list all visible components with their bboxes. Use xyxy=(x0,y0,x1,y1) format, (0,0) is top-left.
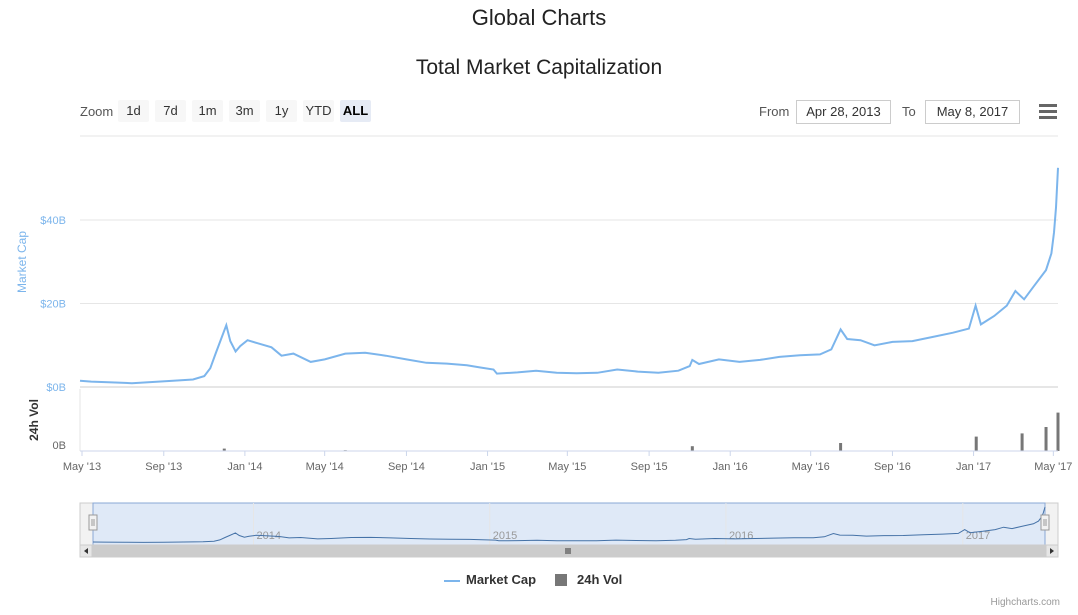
zoom-1y-button[interactable]: 1y xyxy=(266,100,297,122)
legend-item-volume[interactable]: 24h Vol xyxy=(577,572,623,587)
zoom-1d-button[interactable]: 1d xyxy=(118,100,149,122)
navigator-series-line xyxy=(92,506,1046,543)
zoom-all-button[interactable]: ALL xyxy=(340,100,371,122)
scroll-right-arrow-icon xyxy=(1050,548,1054,554)
x-tick-label: Jan '14 xyxy=(227,461,262,473)
series-line-market-cap xyxy=(79,167,1059,385)
volume-bar xyxy=(1020,433,1024,451)
volume-bar xyxy=(839,443,843,451)
zoom-label: Zoom xyxy=(80,104,114,119)
zoom-7d-button[interactable]: 7d xyxy=(155,100,186,122)
volume-bar xyxy=(1056,412,1060,451)
x-tick-label: Sep '16 xyxy=(874,461,911,473)
zoom-ytd-button[interactable]: YTD xyxy=(303,100,334,122)
zoom-1m-button[interactable]: 1m xyxy=(192,100,223,122)
scrollbar-thumb[interactable] xyxy=(92,544,1046,558)
from-label: From xyxy=(759,104,790,119)
x-tick-label: Jan '16 xyxy=(713,461,748,473)
navigator-year-label: 2017 xyxy=(966,530,990,542)
volume-bar xyxy=(1044,427,1048,451)
page-title: Global Charts xyxy=(471,5,607,30)
scrollbar-grip-icon xyxy=(565,548,571,554)
y-axis-title-market-cap: Market Cap xyxy=(15,231,29,293)
chart-title: Total Market Capitalization xyxy=(415,56,663,79)
navigator-selection[interactable] xyxy=(92,502,1046,546)
x-tick-label: Jan '17 xyxy=(956,461,991,473)
x-tick-label: Sep '15 xyxy=(631,461,668,473)
y-tick-label-volume: 0B xyxy=(53,440,66,452)
x-tick-label: May '13 xyxy=(63,461,101,473)
y-tick-label: $20B xyxy=(40,299,66,311)
x-tick-label: Sep '13 xyxy=(145,461,182,473)
volume-bar xyxy=(222,448,226,451)
to-label: To xyxy=(902,104,916,119)
to-date-input[interactable]: May 8, 2017 xyxy=(925,100,1020,124)
x-tick-label: May '17 xyxy=(1034,461,1072,473)
legend-item-market-cap[interactable]: Market Cap xyxy=(466,572,537,587)
y-tick-label: $40B xyxy=(40,215,66,227)
zoom-3m-button[interactable]: 3m xyxy=(229,100,260,122)
navigator-year-label: 2015 xyxy=(493,530,517,542)
credits-link[interactable]: Highcharts.com xyxy=(990,597,1060,608)
navigator-year-label: 2016 xyxy=(729,530,753,542)
navigator-handle-left[interactable] xyxy=(88,514,98,531)
y-axis-title-volume: 24h Vol xyxy=(27,399,41,441)
volume-bar xyxy=(974,436,978,451)
x-tick-label: May '16 xyxy=(792,461,830,473)
scroll-left-arrow-icon xyxy=(84,548,88,554)
volume-bar xyxy=(690,446,694,451)
y-tick-label: $0B xyxy=(46,382,66,394)
legend-symbol-volume xyxy=(555,574,567,586)
navigator-handle-right[interactable] xyxy=(1040,514,1050,531)
x-tick-label: Sep '14 xyxy=(388,461,425,473)
x-tick-label: Jan '15 xyxy=(470,461,505,473)
x-tick-label: May '15 xyxy=(548,461,586,473)
hamburger-menu-icon[interactable] xyxy=(1039,104,1057,120)
x-tick-label: May '14 xyxy=(306,461,344,473)
from-date-input[interactable]: Apr 28, 2013 xyxy=(796,100,891,124)
